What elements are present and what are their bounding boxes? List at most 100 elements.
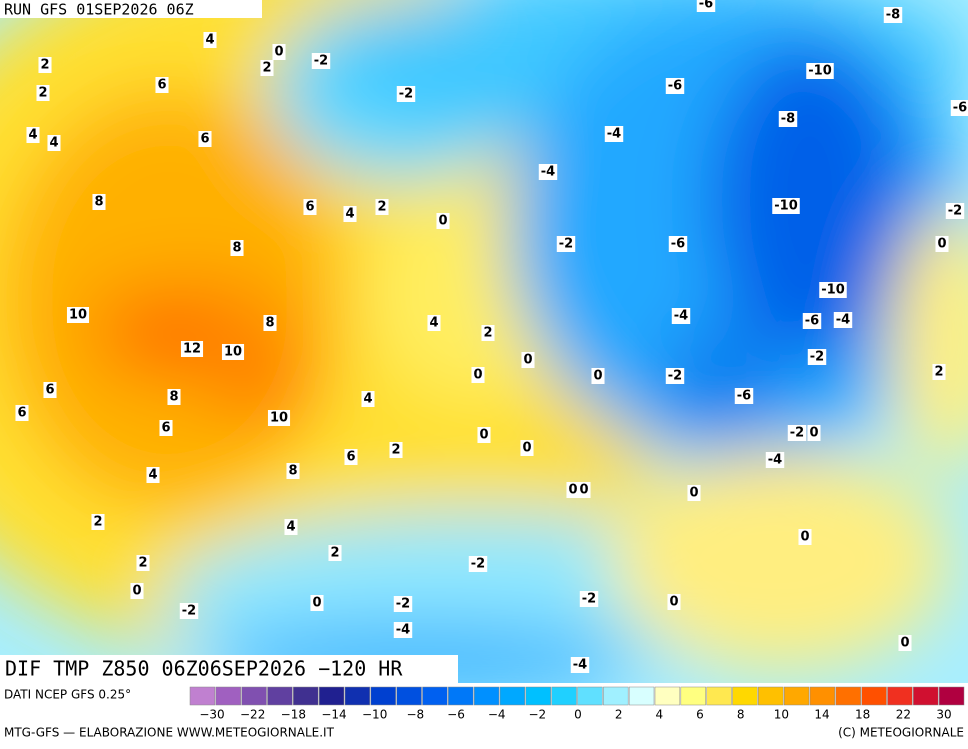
label-box (604, 126, 624, 142)
legend-label: −4 (488, 708, 506, 722)
contour-label: 10 (270, 411, 288, 426)
legend-swatch (499, 686, 526, 706)
contour-label: 4 (49, 136, 58, 151)
contour-label: -10 (808, 64, 832, 79)
contour-label: -2 (790, 426, 804, 441)
title-box (0, 655, 458, 683)
legend-swatch (525, 686, 551, 706)
contour-label: -4 (607, 127, 621, 142)
label-box (950, 100, 968, 116)
label-box (146, 467, 160, 483)
label-box (167, 389, 181, 405)
contour-label: 0 (809, 426, 818, 441)
map-title: DIF TMP Z850 06Z06SEP2026 −120 HR (5, 657, 403, 681)
contour-label: 12 (183, 342, 201, 357)
contour-label: 8 (169, 390, 178, 405)
legend-label: 6 (696, 708, 704, 722)
contour-label: 0 (593, 369, 602, 384)
label-box (263, 315, 277, 331)
contour-label: -6 (671, 237, 685, 252)
contour-label: 6 (45, 383, 54, 398)
label-box (15, 405, 29, 421)
field (0, 0, 968, 683)
contour-label: 0 (438, 214, 447, 229)
legend-swatch (293, 686, 319, 706)
legend-label: −22 (240, 708, 265, 722)
label-box (179, 603, 199, 619)
label-box (778, 111, 798, 127)
label-box (787, 425, 807, 441)
legend-label: 2 (615, 708, 623, 722)
run-label: RUN GFS 01SEP2026 06Z (4, 1, 194, 19)
legend-label: 22 (896, 708, 911, 722)
label-box (272, 44, 286, 60)
contour-label: 0 (473, 368, 482, 383)
label-box (92, 194, 106, 210)
label-box (47, 135, 61, 151)
label-box (591, 368, 605, 384)
contour-label: -6 (737, 389, 751, 404)
label-box (136, 555, 150, 571)
label-box (665, 368, 685, 384)
contour-label: 4 (205, 33, 214, 48)
label-box (159, 420, 173, 436)
label-box (935, 236, 949, 252)
contour-label: 8 (232, 241, 241, 256)
label-box (898, 635, 912, 651)
legend-swatch (448, 686, 474, 706)
label-box (477, 427, 491, 443)
contour-label: -8 (886, 8, 900, 23)
label-box (38, 57, 52, 73)
label-box (521, 352, 535, 368)
contour-label: 2 (38, 86, 47, 101)
source: DATI NCEP GFS 0.25° (4, 688, 131, 702)
contour-label: -2 (582, 592, 596, 607)
label-box (471, 367, 485, 383)
legend-swatch (861, 686, 887, 706)
label-box (667, 594, 681, 610)
contour-label: 10 (224, 345, 242, 360)
label-box (566, 482, 580, 498)
legend-label: −18 (281, 708, 306, 722)
label-box (203, 32, 217, 48)
contour-label: 0 (937, 237, 946, 252)
legend-swatch (938, 686, 965, 706)
contour-label: -10 (774, 199, 798, 214)
legend-swatch (809, 686, 836, 706)
label-box (303, 199, 317, 215)
contour-label: 2 (138, 556, 147, 571)
contour-label: 8 (265, 316, 274, 331)
contour-label: 0 (669, 595, 678, 610)
label-box (671, 308, 691, 324)
label-box (556, 236, 576, 252)
contour-label: -2 (668, 369, 682, 384)
contour-label: 0 (900, 636, 909, 651)
contour-label: 2 (391, 443, 400, 458)
contour-label: -8 (781, 112, 795, 127)
legend-label: 14 (814, 708, 829, 722)
label-box (328, 545, 342, 561)
legend-swatch (241, 686, 267, 706)
label-box (155, 77, 169, 93)
label-box (180, 341, 204, 357)
label-box (361, 391, 375, 407)
label-box (772, 198, 800, 214)
contour-label: 4 (286, 520, 295, 535)
label-box (26, 127, 40, 143)
contour-label: 6 (346, 450, 355, 465)
label-box (267, 410, 291, 426)
legend-swatch (267, 686, 293, 706)
contour-label: -4 (674, 309, 688, 324)
contour-label: 6 (305, 200, 314, 215)
contour-label: -6 (953, 101, 967, 116)
label-box (393, 622, 413, 638)
label-box (577, 482, 591, 498)
label-box (798, 529, 812, 545)
legend-swatch (913, 686, 939, 706)
label-box (734, 388, 754, 404)
contour-label: 0 (522, 441, 531, 456)
contour-label: 0 (312, 596, 321, 611)
contour-label: 0 (479, 428, 488, 443)
label-box (520, 440, 534, 456)
